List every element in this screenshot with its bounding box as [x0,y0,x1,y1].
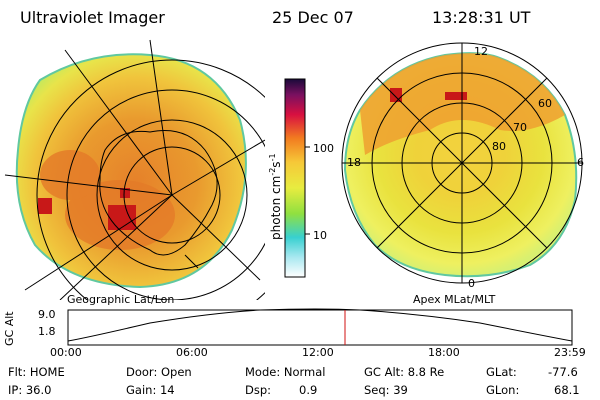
mlt-label-0: 0 [468,277,475,290]
ip-status: IP: 36.0 [8,383,52,397]
altitude-ytick-max: 9.0 [38,308,56,321]
colorbar-tick-100: 100 [313,142,334,155]
mode-status: Mode: Normal [245,365,326,379]
gc-alt-status: GC Alt: 8.8 Re [364,365,445,379]
time-tick-1200: 12:00 [302,346,334,359]
magnetic-map [341,42,583,284]
glon-value: 68.1 [554,383,580,397]
time-tick-2359: 23:59 [554,346,586,359]
mlat-label-60: 60 [538,97,552,110]
time-tick-1800: 18:00 [428,346,460,359]
colorbar-units: photon cm-2s-1 [268,153,283,240]
mlat-label-80: 80 [492,140,506,153]
mlat-label-70: 70 [513,121,527,134]
mlt-label-12: 12 [474,45,488,58]
dsp-label: Dsp: [245,383,272,397]
color-bar [284,78,310,278]
mlt-label-6: 6 [577,156,584,169]
altitude-plot [67,308,573,346]
geographic-map [4,39,265,300]
instrument-title: Ultraviolet Imager [20,8,165,27]
gain-status: Gain: 14 [126,383,175,397]
time-label: 13:28:31 UT [432,8,531,27]
door-status: Door: Open [126,365,192,379]
dsp-value: 0.9 [299,383,318,397]
altitude-ylabel: GC Alt [3,311,16,346]
time-tick-0600: 06:00 [176,346,208,359]
geographic-caption: Geographic Lat/Lon [67,293,175,306]
time-tick-0000: 00:00 [50,346,82,359]
magnetic-caption: Apex MLat/MLT [413,293,496,306]
filter-status: Flt: HOME [8,365,65,379]
glat-value: -77.6 [548,365,578,379]
altitude-ytick-min: 1.8 [38,325,56,338]
seq-status: Seq: 39 [364,383,408,397]
glat-label: GLat: [486,365,517,379]
colorbar-tick-10: 10 [313,229,327,242]
glon-label: GLon: [486,383,520,397]
mlt-label-18: 18 [347,156,361,169]
date-label: 25 Dec 07 [272,8,354,27]
